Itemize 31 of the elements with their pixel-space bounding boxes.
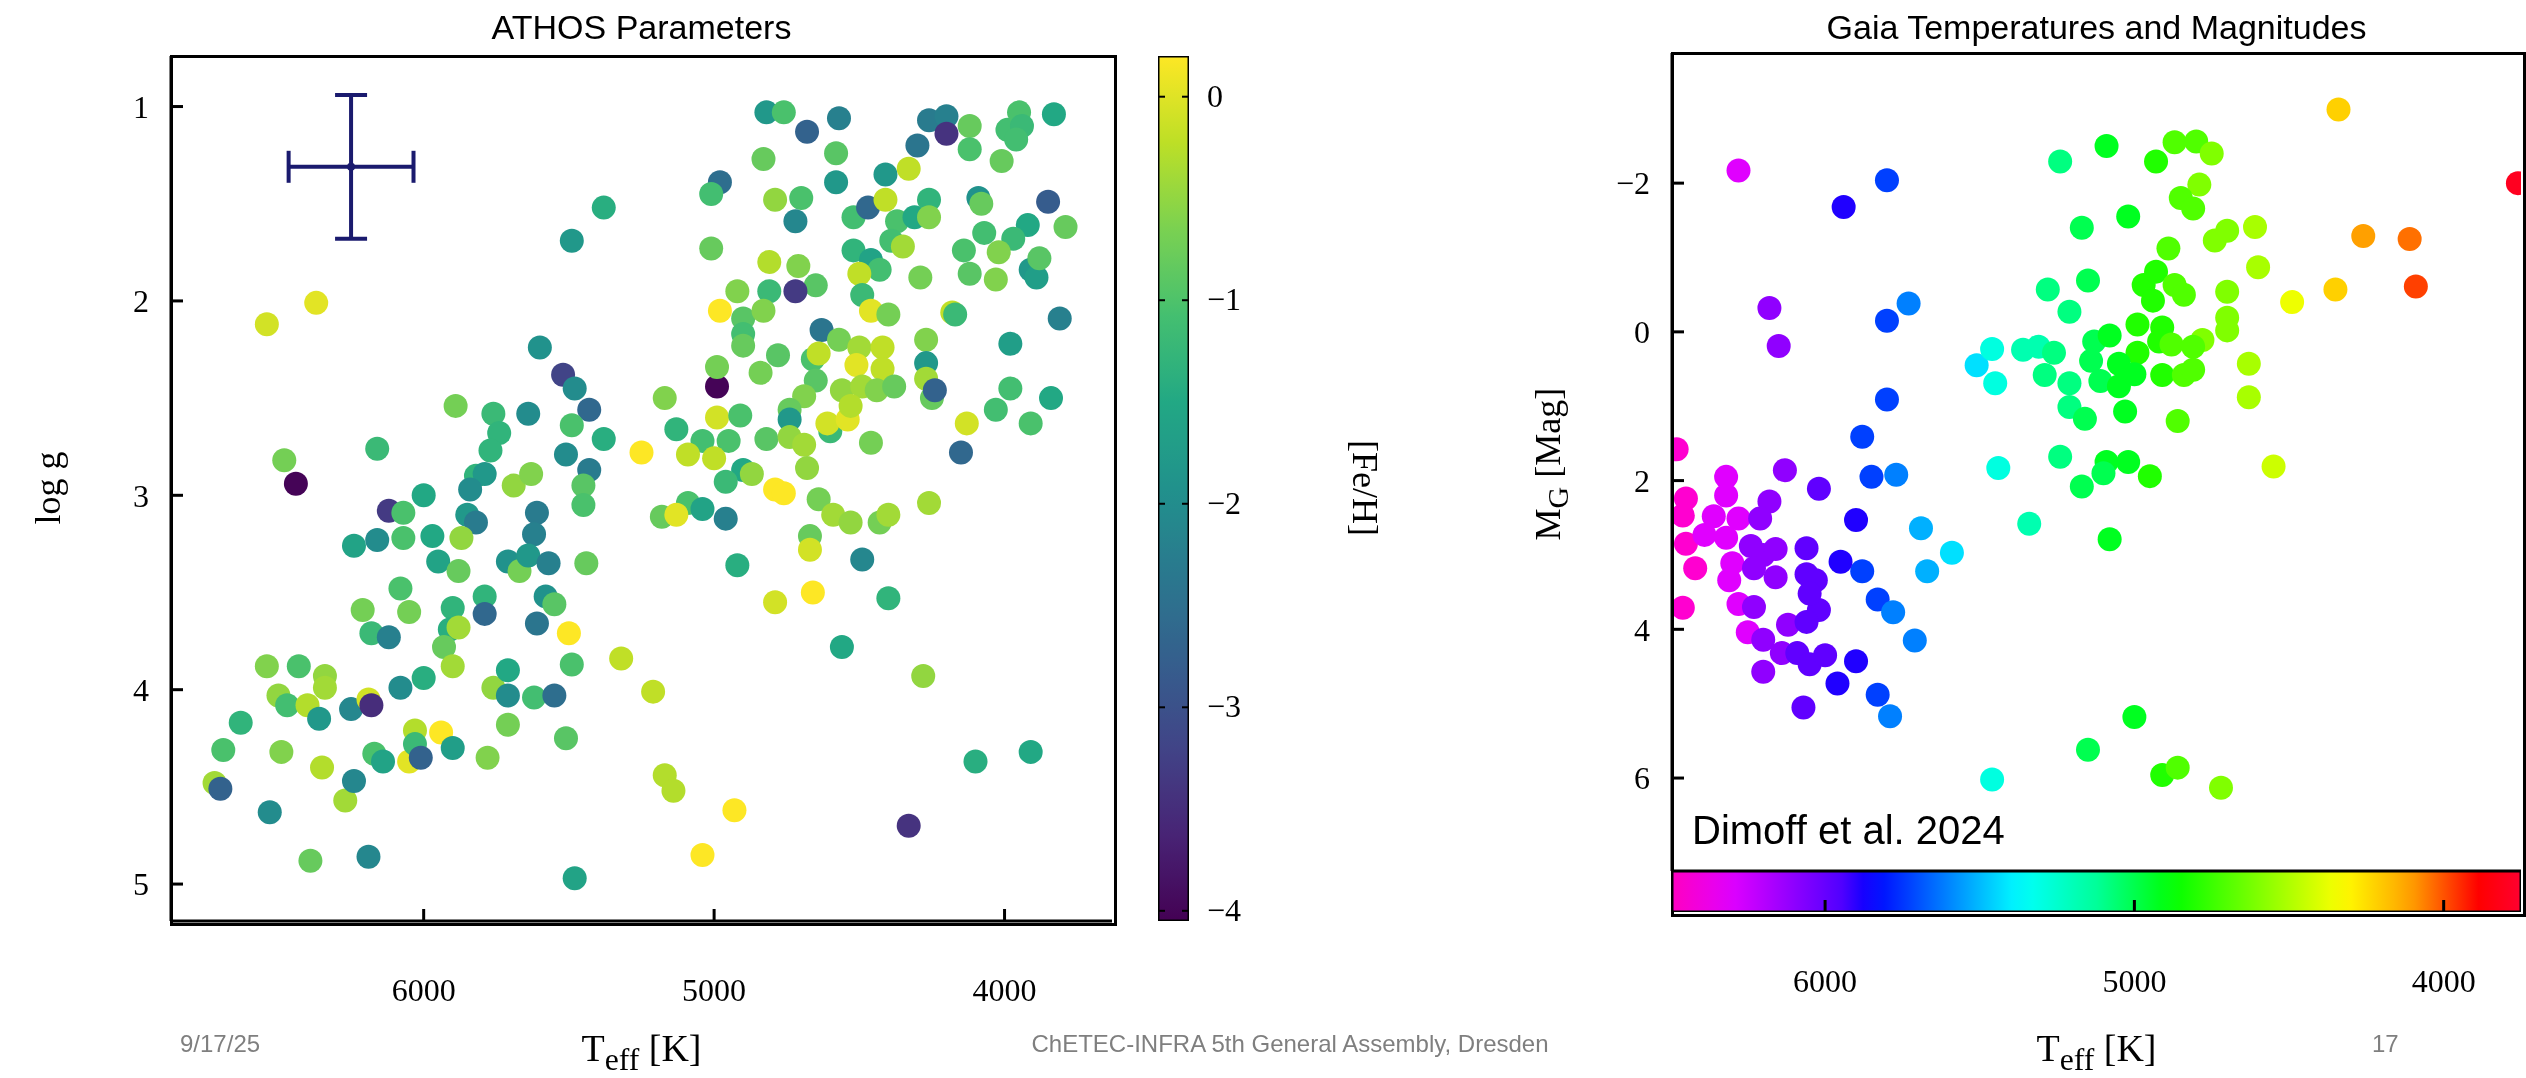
color-bar-label: −3 [1207,688,1242,726]
color-bar-label: −2 [1207,484,1242,522]
chart-title: ATHOS Parameters [490,8,793,47]
x-tick-label: 5000 [682,972,747,1008]
y-tick-label: 2 [133,283,149,320]
color-bar-label: 0 [1207,77,1223,115]
text: ChETEC-INFRA 5th General Assembly, Dresden [1030,1030,1550,1058]
y-tick-label: −2 [1615,165,1650,202]
x-tick-label: 6000 [391,972,456,1008]
y-tick-label: 4 [1634,611,1650,648]
y-tick-label: 0 [1634,314,1650,351]
x-tick-label: 6000 [1793,963,1858,999]
color-bar-label: −1 [1207,281,1242,319]
x-tick-label: 4000 [972,972,1037,1008]
x-axis-title: T$_{eff}$ [K] [2036,1027,2157,1077]
y-tick-label: 3 [133,477,149,514]
x-tick-label: 4000 [2411,963,2476,999]
x-tick-label: 5000 [2102,963,2167,999]
text: 9/17/25 [180,1030,261,1058]
y-tick-label: 5 [133,866,149,903]
y-axis-title: log g [27,450,69,526]
color-bar-label: −4 [1207,891,1242,929]
y-tick-label: 6 [1634,760,1650,797]
annotation: Dimoff et al. 2024 [1692,808,2005,853]
y-tick-label: 1 [133,88,149,125]
chart-title: Gaia Temperatures and Magnitudes [1825,8,2368,47]
color-bar-title: [Fe/H] [1344,438,1386,538]
x-axis-title: T$_{eff}$ [K] [581,1027,702,1077]
y-tick-label: 4 [133,671,149,708]
text: 17 [2372,1030,2399,1058]
y-tick-label: 2 [1634,462,1650,499]
